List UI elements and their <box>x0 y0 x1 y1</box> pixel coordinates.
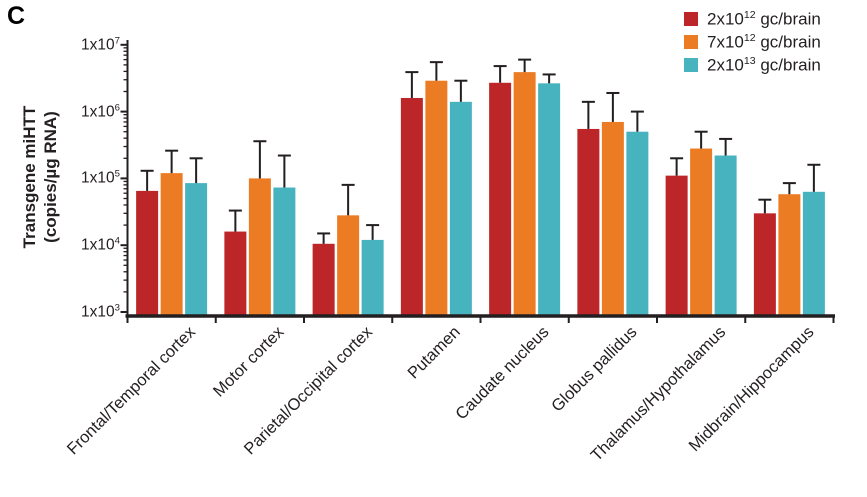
bar <box>337 215 360 316</box>
bar <box>361 239 384 316</box>
y-tick-label: 1x104 <box>81 235 120 254</box>
y-tick-label: 1x105 <box>81 168 120 187</box>
y-tick-label: 1x103 <box>81 302 120 321</box>
legend-swatch <box>684 35 698 49</box>
bar <box>185 183 208 316</box>
bar <box>224 231 247 316</box>
bar <box>160 173 183 316</box>
legend-label: 7x1012 gc/brain <box>707 31 821 52</box>
legend-item: 2x1012 gc/brain <box>684 8 821 29</box>
bar <box>577 128 600 316</box>
bar <box>449 101 472 316</box>
legend-item: 2x1013 gc/brain <box>684 54 821 75</box>
bar <box>248 178 271 316</box>
bar <box>489 82 512 316</box>
bar <box>400 97 423 316</box>
panel-label: C <box>7 2 26 30</box>
bar <box>665 175 688 316</box>
bar <box>778 194 801 316</box>
bar <box>425 80 448 316</box>
bar <box>538 83 561 316</box>
bar <box>690 148 713 316</box>
bar <box>273 187 296 316</box>
y-tick-label: 1x106 <box>81 102 120 121</box>
legend-item: 7x1012 gc/brain <box>684 31 821 52</box>
legend: 2x1012 gc/brain 7x1012 gc/brain 2x1013 gc/… <box>684 8 821 79</box>
bar <box>136 190 159 316</box>
legend-swatch <box>684 12 698 26</box>
bar <box>802 191 825 316</box>
bar <box>714 155 737 316</box>
legend-label: 2x1012 gc/brain <box>707 8 821 29</box>
bar <box>753 213 776 316</box>
bar <box>312 243 335 316</box>
legend-swatch <box>684 58 698 72</box>
y-tick-label: 1x107 <box>81 35 120 54</box>
legend-label: 2x1013 gc/brain <box>707 54 821 75</box>
bar <box>513 72 536 316</box>
bar <box>601 121 624 316</box>
bar <box>626 131 649 316</box>
